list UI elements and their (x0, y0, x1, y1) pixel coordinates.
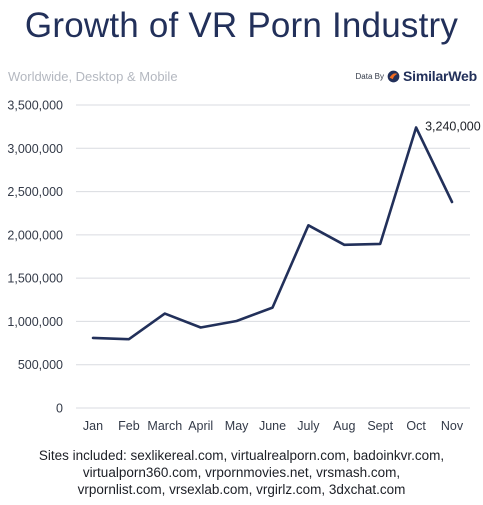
x-tick-label: July (297, 419, 320, 433)
x-tick-label: Feb (118, 419, 140, 433)
y-tick-label: 2,000,000 (7, 228, 63, 242)
line-chart: 0 500,000 1,000,000 1,500,000 2,000,000 2,500… (7, 99, 481, 434)
annotations: 3,240,000 (425, 120, 481, 134)
x-tick-label: Oct (406, 419, 426, 433)
gridlines (76, 104, 470, 409)
note-line: virtualporn360.com, vrpornmovies.net, vr… (82, 465, 401, 480)
data-source-credit[interactable]: Data By SimilarWeb (355, 68, 478, 84)
x-tick-label: Sept (367, 419, 393, 433)
x-tick-label: Aug (333, 419, 355, 433)
note-line: vrpornlist.com, vrsexlab.com, vrgirlz.co… (77, 482, 406, 497)
x-tick-label: May (225, 419, 249, 433)
source-brand: SimilarWeb (403, 68, 477, 84)
y-tick-label: 3,000,000 (7, 142, 63, 156)
chart-subtitle: Worldwide, Desktop & Mobile (8, 69, 178, 84)
x-tick-label: Nov (441, 419, 464, 433)
x-tick-label: Jan (83, 419, 103, 433)
y-tick-label: 0 (56, 402, 63, 416)
chart-title: Growth of VR Porn Industry (24, 6, 459, 45)
note-line: Sites included: sexlikereal.com, virtual… (38, 448, 445, 463)
x-tick-label: June (259, 419, 286, 433)
x-axis-tick-labels: Jan Feb March April May June July Aug Sept Oct Nov (83, 419, 464, 433)
y-tick-label: 2,500,000 (7, 185, 63, 199)
y-axis-tick-labels: 0 500,000 1,000,000 1,500,000 2,000,000 2,500… (7, 99, 63, 416)
x-tick-label: March (147, 419, 182, 433)
data-label: 3,240,000 (425, 120, 481, 134)
y-tick-label: 1,500,000 (7, 272, 63, 286)
x-tick-label: April (188, 419, 213, 433)
source-prefix: Data By (355, 71, 384, 81)
y-tick-label: 1,000,000 (7, 315, 63, 329)
similarweb-logo-icon (387, 70, 400, 82)
y-tick-label: 3,500,000 (7, 99, 63, 113)
sites-included-note: Sites included: sexlikereal.com, virtual… (0, 447, 483, 498)
series-layer (91, 126, 454, 341)
series-line (91, 126, 454, 341)
y-tick-label: 500,000 (18, 358, 63, 372)
